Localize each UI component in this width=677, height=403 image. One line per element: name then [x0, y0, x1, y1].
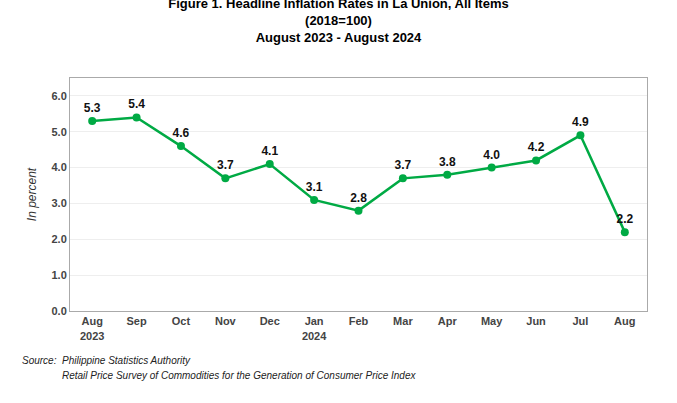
svg-text:Apr: Apr [438, 315, 458, 327]
svg-text:Jan2024: Jan2024 [302, 315, 327, 341]
svg-text:May: May [481, 315, 503, 327]
svg-text:3.7: 3.7 [217, 158, 234, 172]
svg-text:Dec: Dec [260, 315, 280, 327]
svg-text:Jun: Jun [526, 315, 546, 327]
svg-text:5.3: 5.3 [84, 101, 101, 115]
svg-text:3.7: 3.7 [395, 158, 412, 172]
svg-text:Figure 1. Headline Inflation R: Figure 1. Headline Inflation Rates in La… [168, 0, 508, 45]
svg-text:0.0: 0.0 [52, 305, 67, 317]
svg-text:Source: Philippine Statistics: Source: Philippine Statistics Authority [22, 355, 191, 366]
svg-text:Nov: Nov [215, 315, 237, 327]
svg-text:Mar: Mar [393, 315, 413, 327]
svg-text:5.0: 5.0 [52, 126, 67, 138]
svg-text:1.0: 1.0 [52, 269, 67, 281]
svg-text:Sep: Sep [126, 315, 146, 327]
svg-text:2.8: 2.8 [350, 191, 367, 205]
svg-text:2.0: 2.0 [52, 233, 67, 245]
svg-text:Retail Price Survey of Commodi: Retail Price Survey of Commodities for t… [62, 370, 416, 381]
svg-text:Aug2023: Aug2023 [80, 315, 104, 341]
svg-text:3.0: 3.0 [52, 197, 67, 209]
svg-text:4.6: 4.6 [173, 126, 190, 140]
svg-text:4.1: 4.1 [261, 144, 278, 158]
svg-text:2.2: 2.2 [616, 212, 633, 226]
svg-text:4.0: 4.0 [483, 148, 500, 162]
svg-text:5.4: 5.4 [128, 97, 145, 111]
svg-text:3.1: 3.1 [306, 180, 323, 194]
svg-text:Jul: Jul [572, 315, 588, 327]
svg-text:In percent: In percent [25, 167, 39, 221]
svg-text:4.2: 4.2 [528, 140, 545, 154]
svg-text:4.9: 4.9 [572, 115, 589, 129]
svg-text:4.0: 4.0 [52, 161, 67, 173]
svg-text:6.0: 6.0 [52, 90, 67, 102]
svg-text:Oct: Oct [172, 315, 191, 327]
svg-text:3.8: 3.8 [439, 155, 456, 169]
svg-text:Feb: Feb [349, 315, 369, 327]
svg-text:Aug: Aug [614, 315, 635, 327]
